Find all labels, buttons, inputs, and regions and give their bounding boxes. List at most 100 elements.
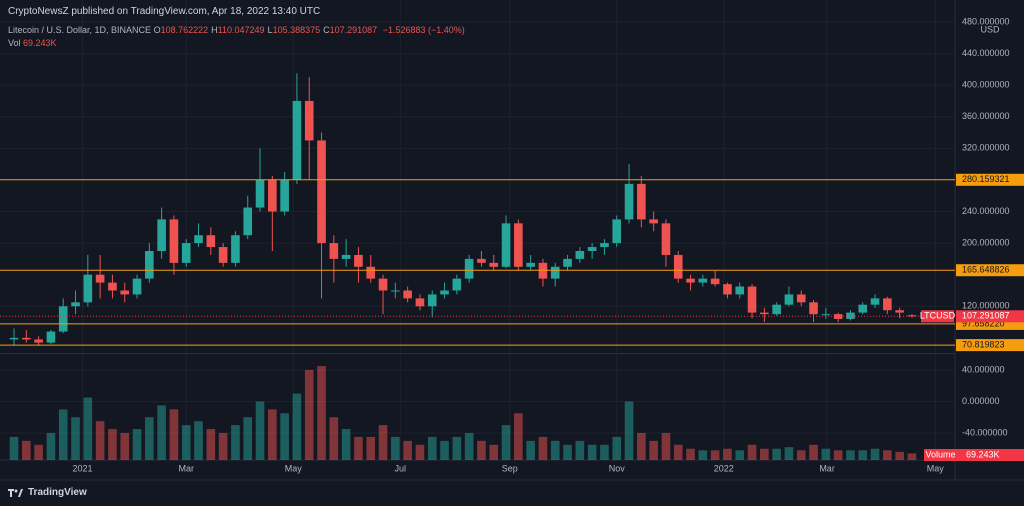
price-label: 165.648826 <box>962 265 1010 275</box>
volume-bar <box>157 405 166 460</box>
candle-body <box>83 274 93 303</box>
volume-bar <box>71 417 80 460</box>
candle-body <box>464 258 474 279</box>
ohlc-value: 108.762222 <box>160 25 209 35</box>
symbol: Litecoin / U.S. Dollar, 1D, BINANCE <box>8 25 152 35</box>
candle-body <box>514 223 523 267</box>
candle-body <box>231 235 240 263</box>
volume-value: 69.243K <box>23 38 57 48</box>
candle-body <box>157 219 166 251</box>
volume-bar <box>22 440 31 460</box>
volume-bar <box>317 366 326 460</box>
candle-body <box>95 274 105 283</box>
x-tick-label: Sep <box>502 463 518 473</box>
volume-value-bg <box>956 449 1024 461</box>
candle-body <box>477 258 486 263</box>
price-label-bg <box>956 339 1024 352</box>
candle-body <box>723 284 732 295</box>
volume-bar <box>464 432 474 460</box>
candle-body <box>268 179 277 212</box>
candle-body <box>600 243 609 248</box>
candle-body <box>661 223 671 255</box>
x-tick-label: Mar <box>178 463 194 473</box>
x-tick-label: May <box>927 463 945 473</box>
candle-body <box>34 339 43 343</box>
volume-bar <box>194 421 203 460</box>
volume-bar <box>181 425 191 460</box>
volume-bar <box>870 448 880 460</box>
candle-body <box>575 250 585 259</box>
candle-body <box>846 312 855 319</box>
volume-bar <box>329 417 339 460</box>
candle-body <box>181 243 191 263</box>
candle-body <box>206 235 216 248</box>
candle-body <box>108 282 117 291</box>
volume-bar <box>600 444 609 460</box>
candle-body <box>46 331 56 343</box>
candle-body <box>280 179 289 212</box>
volume-bar <box>821 448 831 460</box>
candle-body <box>538 262 548 279</box>
candle-body <box>169 219 179 263</box>
volume-bar <box>809 444 818 460</box>
volume-bar <box>563 444 572 460</box>
volume-bar <box>304 369 314 460</box>
volume-bar <box>907 453 917 460</box>
volume-bar <box>772 448 781 460</box>
ohlc-key: O <box>153 25 161 35</box>
volume-tick-label: 0.000000 <box>962 396 1000 406</box>
volume-key: Vol <box>8 38 21 48</box>
change: −1.526883 (−1.40%) <box>382 25 465 35</box>
volume-bar <box>120 432 130 460</box>
volume-legend: Vol 69.243K <box>8 38 57 48</box>
volume-bar <box>723 448 732 460</box>
candle-body <box>218 247 228 263</box>
volume-bar <box>415 444 425 460</box>
volume-bar <box>341 429 351 460</box>
volume-bar <box>9 436 19 460</box>
last-price-label: 107.291087 <box>962 311 1010 321</box>
candle-body <box>9 337 19 340</box>
candle-body <box>329 243 339 259</box>
candle-body <box>895 310 904 313</box>
candle-body <box>821 314 831 316</box>
candle-body <box>526 262 535 267</box>
candle-body <box>747 286 757 313</box>
candle-body <box>489 262 499 267</box>
volume-bar <box>477 440 486 460</box>
candle-body <box>378 278 388 291</box>
volume-bar <box>440 440 449 460</box>
volume-bar <box>833 450 843 460</box>
volume-name: Volume <box>925 449 955 459</box>
candle-body <box>403 290 412 299</box>
ohlc-value: 105.388375 <box>272 25 321 35</box>
x-tick-label: Nov <box>609 463 626 473</box>
volume-bar <box>391 436 400 460</box>
candle-body <box>883 298 892 311</box>
candle-body <box>120 290 130 295</box>
volume-bar <box>132 429 142 460</box>
footer: TradingView <box>8 487 87 498</box>
volume-bar <box>858 450 868 460</box>
volume-bar <box>796 450 806 460</box>
candle-body <box>649 219 658 224</box>
candle-body <box>624 183 634 220</box>
candle-body <box>194 235 203 244</box>
volume-bar <box>624 401 634 460</box>
brand[interactable]: TradingView <box>28 487 87 498</box>
volume-bar <box>218 432 228 460</box>
x-tick-label: 2022 <box>714 463 734 473</box>
x-tick-label: May <box>285 463 303 473</box>
volume-bar <box>784 447 794 460</box>
volume-bar <box>489 444 499 460</box>
candle-body <box>784 294 794 305</box>
candle-body <box>550 266 560 279</box>
candle-body <box>145 250 154 279</box>
legend: Litecoin / U.S. Dollar, 1D, BINANCE O108… <box>8 25 468 35</box>
volume-bar <box>231 425 240 460</box>
volume-bar <box>846 450 855 460</box>
candle-body <box>255 179 265 208</box>
volume-bar <box>501 425 511 460</box>
